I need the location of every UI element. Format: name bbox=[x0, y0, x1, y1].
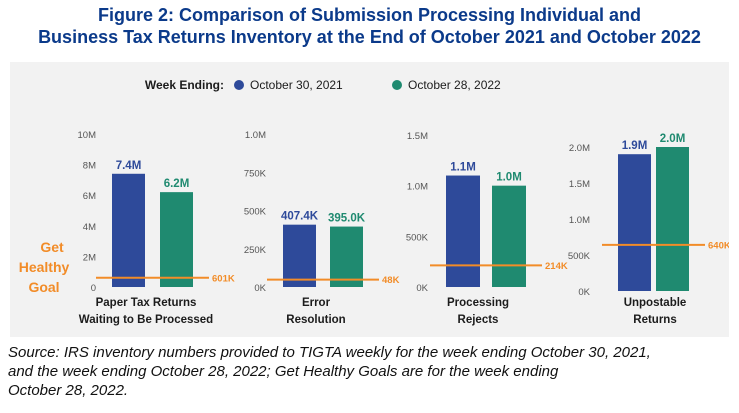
data-label: 1.9M bbox=[622, 140, 648, 152]
goal-value-label: 48K bbox=[382, 275, 400, 286]
bar-2021 bbox=[112, 173, 145, 287]
bar-2022 bbox=[160, 192, 193, 287]
goal-label-line-3: Goal bbox=[28, 279, 59, 295]
bar-2022 bbox=[656, 147, 689, 291]
goal-label: Get Healthy Goal bbox=[19, 239, 70, 295]
figure-title-line-1: Figure 2: Comparison of Submission Proce… bbox=[97, 5, 642, 25]
source-line-3: October 28, 2022. bbox=[8, 382, 129, 399]
y-tick-label: 500K bbox=[568, 251, 591, 262]
y-tick-label: 1.0M bbox=[569, 215, 590, 226]
goal-value-label: 640K bbox=[708, 240, 729, 251]
source-note: Source: IRS inventory numbers provided t… bbox=[8, 343, 736, 400]
category-label: Paper Tax Returns bbox=[96, 297, 197, 309]
y-tick-label: 500K bbox=[244, 207, 267, 218]
bar-2021 bbox=[618, 154, 651, 291]
legend-marker-2022 bbox=[392, 80, 402, 90]
source-line-2: and the week ending October 28, 2022; Ge… bbox=[8, 363, 559, 380]
y-tick-label: 750K bbox=[244, 168, 267, 179]
y-tick-label: 0 bbox=[91, 283, 96, 294]
bar-2022 bbox=[492, 185, 526, 287]
figure-title: Figure 2: Comparison of Submission Proce… bbox=[0, 4, 739, 48]
data-label: 7.4M bbox=[116, 160, 142, 172]
y-tick-label: 6M bbox=[83, 191, 96, 202]
legend-label: Week Ending: bbox=[145, 78, 224, 92]
bar-2021 bbox=[283, 224, 316, 287]
chart-canvas: Week Ending: October 30, 2021 October 28… bbox=[19, 78, 729, 326]
data-label: 6.2M bbox=[164, 178, 190, 190]
y-tick-label: 0K bbox=[254, 283, 266, 294]
legend-marker-2021 bbox=[234, 80, 244, 90]
y-tick-label: 0K bbox=[416, 283, 428, 294]
data-label: 2.0M bbox=[660, 133, 686, 145]
goal-value-label: 601K bbox=[212, 273, 235, 284]
category-label: Error bbox=[302, 297, 331, 309]
chart-panel: Week Ending: October 30, 2021 October 28… bbox=[10, 62, 729, 337]
category-label: Processing bbox=[447, 297, 509, 309]
category-label: Waiting to Be Processed bbox=[79, 314, 213, 326]
bar-2021 bbox=[446, 175, 480, 287]
goal-label-line-1: Get bbox=[40, 239, 64, 255]
category-label: Unpostable bbox=[624, 297, 687, 309]
category-label: Rejects bbox=[458, 314, 499, 326]
y-tick-label: 2M bbox=[83, 252, 96, 263]
y-tick-label: 1.5M bbox=[407, 131, 428, 142]
goal-label-line-2: Healthy bbox=[19, 259, 70, 275]
goal-value-label: 214K bbox=[545, 261, 568, 272]
data-label: 395.0K bbox=[328, 213, 366, 225]
y-tick-label: 1.0M bbox=[245, 130, 266, 141]
y-tick-label: 500K bbox=[406, 232, 429, 243]
category-label: Resolution bbox=[286, 314, 345, 326]
y-tick-label: 8M bbox=[83, 161, 96, 172]
figure-title-line-2: Business Tax Returns Inventory at the En… bbox=[38, 27, 701, 47]
y-tick-label: 250K bbox=[244, 245, 267, 256]
y-tick-label: 1.5M bbox=[569, 179, 590, 190]
data-label: 407.4K bbox=[281, 211, 319, 223]
category-label: Returns bbox=[633, 314, 676, 326]
y-tick-label: 2.0M bbox=[569, 143, 590, 154]
legend-entry-2022: October 28, 2022 bbox=[408, 78, 501, 92]
small-multiples: 0 2M 4M 6M 8M 10M 7.4M 6.2M 601K Paper Tax Return… bbox=[78, 130, 729, 326]
y-tick-label: 10M bbox=[78, 130, 97, 141]
legend-entry-2021: October 30, 2021 bbox=[250, 78, 343, 92]
data-label: 1.1M bbox=[450, 162, 476, 174]
y-tick-label: 4M bbox=[83, 222, 96, 233]
bar-2022 bbox=[330, 226, 363, 287]
y-tick-label: 1.0M bbox=[407, 182, 428, 193]
data-label: 1.0M bbox=[496, 172, 522, 184]
legend: Week Ending: October 30, 2021 October 28… bbox=[145, 78, 501, 92]
source-line-1: Source: IRS inventory numbers provided t… bbox=[8, 344, 651, 361]
y-tick-label: 0K bbox=[578, 287, 590, 298]
